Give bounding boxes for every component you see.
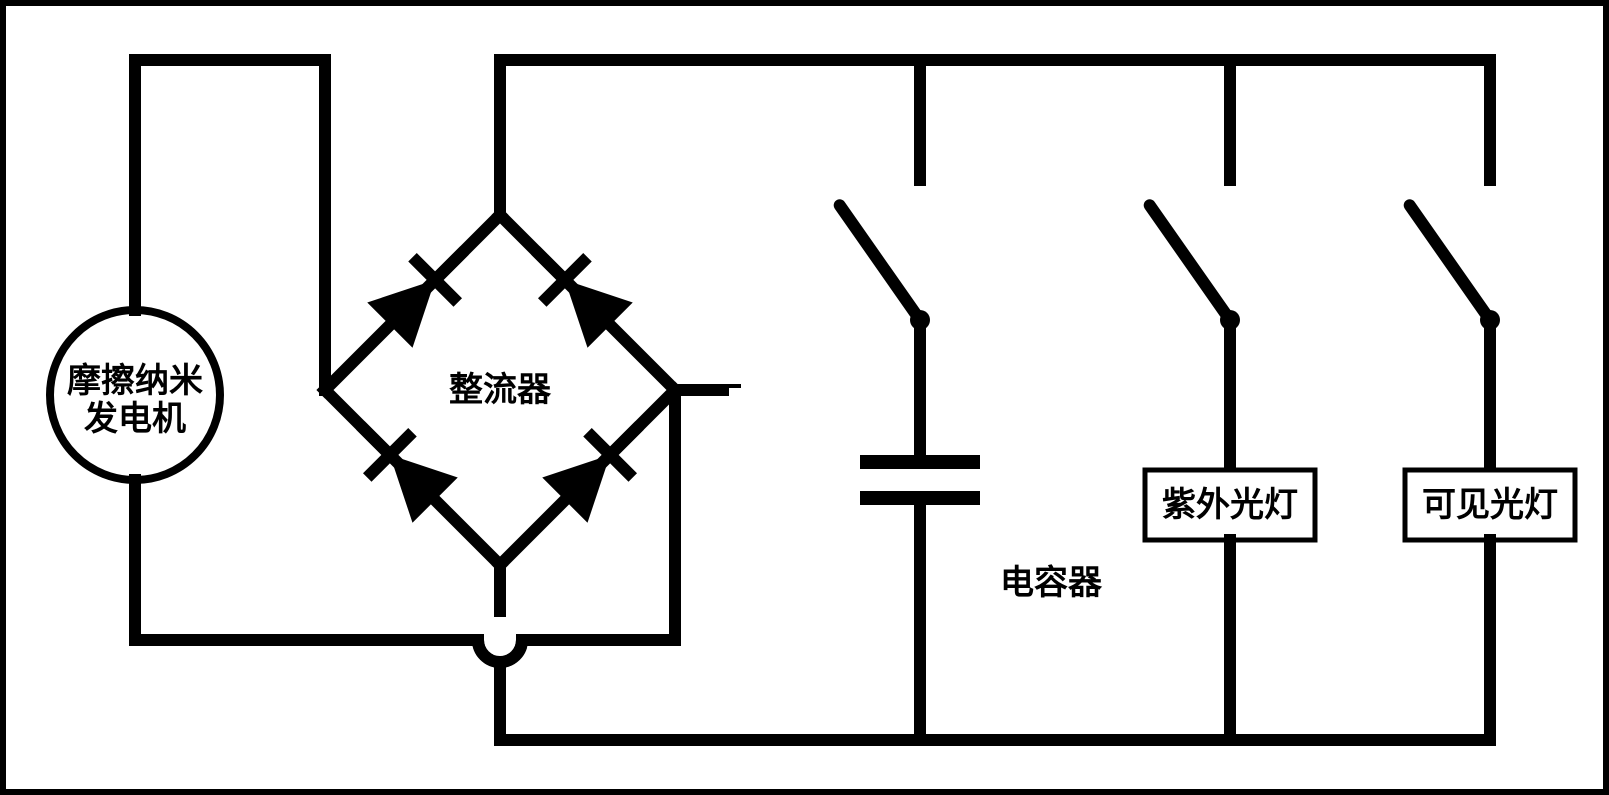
capacitor-label: 电容器 xyxy=(1000,564,1103,602)
capacitor-plate-top xyxy=(860,455,980,469)
source-label-2: 发电机 xyxy=(84,400,186,438)
rectifier-label: 整流器 xyxy=(449,371,552,409)
source-label-1: 摩擦纳米 xyxy=(67,362,203,400)
circuit-diagram: 紫外光灯 可见光灯 摩擦纳米发电机 整流器电容器 xyxy=(0,0,1609,795)
lamp-label-uv: 紫外光灯 xyxy=(1162,486,1298,524)
lamp-label-visible: 可见光灯 xyxy=(1422,486,1558,524)
